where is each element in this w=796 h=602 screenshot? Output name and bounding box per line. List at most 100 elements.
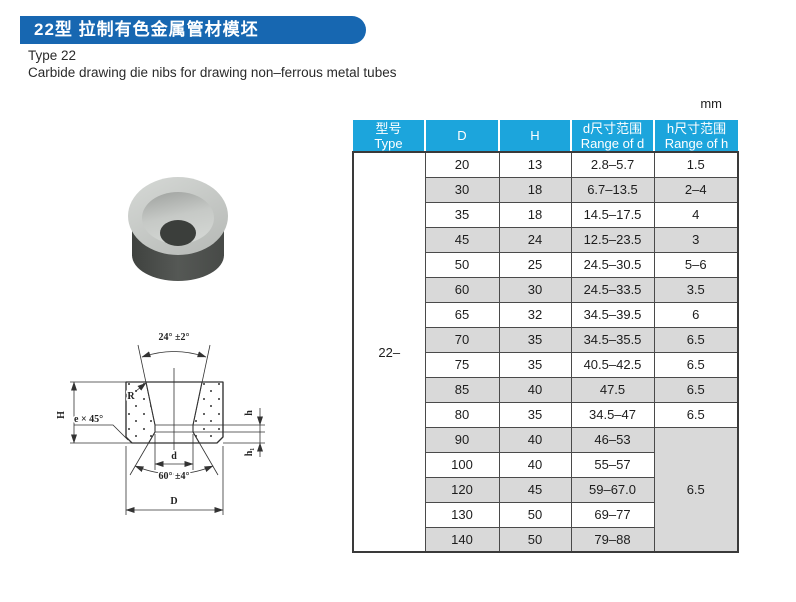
inner-diameter-label: d	[171, 451, 177, 462]
table-row: 22– 20 13 2.8–5.7 1.5	[352, 151, 739, 553]
cell-d-range: 46–53	[570, 426, 655, 453]
die-outline	[125, 381, 224, 444]
cell-d-range: 6.7–13.5	[570, 176, 655, 203]
merged-h-range-cell: 6.5	[653, 426, 739, 553]
cell-d-range: 34.5–35.5	[570, 326, 655, 353]
cell-h-range: 2–4	[653, 176, 739, 203]
cell-D: 45	[424, 226, 500, 253]
table-row: 30 18 6.7–13.5 2–4	[353, 176, 739, 203]
col-header-d-range-en: Range of d	[580, 135, 645, 151]
spec-table: 型号 Type D H d尺寸范围 Range of d h尺寸范围 Range…	[352, 120, 739, 553]
cell-D: 90	[424, 426, 500, 453]
cell-d-range: 34.5–39.5	[570, 301, 655, 328]
col-header-outer-diameter: D	[424, 120, 499, 153]
cell-h-range: 4	[653, 201, 739, 228]
cell-h-range: 5–6	[653, 251, 739, 278]
table-row: 35 18 14.5–17.5 4	[353, 201, 739, 228]
cell-D: 100	[424, 451, 500, 478]
bottom-angle-label: 60° ±4°	[159, 471, 190, 482]
radius-label: R	[127, 391, 135, 402]
nib-entry-cone	[142, 192, 214, 244]
cell-H: 18	[498, 201, 572, 228]
table-row: 60 30 24.5–33.5 3.5	[353, 276, 739, 303]
cell-H: 30	[498, 276, 572, 303]
cell-D: 50	[424, 251, 500, 278]
die-nib-photo	[128, 177, 228, 281]
cell-D: 65	[424, 301, 500, 328]
col-header-type-zh: 型号	[375, 120, 402, 136]
col-header-h-range-en: Range of h	[664, 135, 729, 151]
cell-D: 70	[424, 326, 500, 353]
cell-d-range: 79–88	[570, 526, 655, 553]
cell-H: 25	[498, 251, 572, 278]
cell-d-range: 55–57	[570, 451, 655, 478]
cell-D: 140	[424, 526, 500, 553]
page-banner-title: 22型 拉制有色金属管材模坯	[20, 16, 366, 44]
col-header-type-en: Type	[374, 135, 403, 151]
page-subtitle: Type 22 Carbide drawing die nibs for dra…	[28, 48, 396, 81]
nib-bore-hole	[160, 220, 196, 246]
height-label: H	[56, 411, 67, 419]
table-row: 70 35 34.5–35.5 6.5	[353, 326, 739, 353]
cell-h-range: 6.5	[653, 351, 739, 378]
cell-H: 35	[498, 351, 572, 378]
cell-H: 32	[498, 301, 572, 328]
table-row: 140 50 79–88	[353, 526, 738, 553]
table-row: 80 35 34.5–47 6.5	[353, 401, 739, 428]
cell-h-range: 3	[653, 226, 739, 253]
cell-d-range: 2.8–5.7	[570, 151, 655, 178]
outer-diameter-label: D	[170, 496, 177, 507]
col-header-d-range: d尺寸范围 Range of d	[570, 120, 654, 153]
table-row: 75 35 40.5–42.5 6.5	[353, 351, 739, 378]
type-value-cell: 22–	[352, 151, 426, 553]
cell-H: 35	[498, 326, 572, 353]
exit-height-label: h₁	[244, 448, 255, 457]
table-row: 50 25 24.5–30.5 5–6	[353, 251, 739, 278]
cell-H: 40	[498, 376, 572, 403]
cell-d-range: 59–67.0	[570, 476, 655, 503]
cell-H: 40	[498, 426, 572, 453]
cell-H: 50	[498, 501, 572, 528]
cell-h-range: 6.5	[653, 401, 739, 428]
type-label: Type 22	[28, 48, 77, 63]
unit-label: mm	[700, 96, 722, 111]
cell-D: 35	[424, 201, 500, 228]
cell-D: 20	[424, 151, 500, 178]
cell-D: 85	[424, 376, 500, 403]
cell-d-range: 47.5	[570, 376, 655, 403]
cell-D: 60	[424, 276, 500, 303]
col-header-h-range: h尺寸范围 Range of h	[653, 120, 738, 153]
top-angle-label: 24° ±2°	[159, 332, 190, 343]
cell-d-range: 14.5–17.5	[570, 201, 655, 228]
cell-h-range: 3.5	[653, 276, 739, 303]
cell-H: 40	[498, 451, 572, 478]
cell-d-range: 40.5–42.5	[570, 351, 655, 378]
cell-d-range: 24.5–33.5	[570, 276, 655, 303]
cell-D: 120	[424, 476, 500, 503]
col-header-type: 型号 Type	[353, 120, 425, 153]
cell-H: 35	[498, 401, 572, 428]
cell-h-range: 6.5	[653, 376, 739, 403]
description-label: Carbide drawing die nibs for drawing non…	[28, 64, 397, 80]
table-row: 45 24 12.5–23.5 3	[353, 226, 739, 253]
cell-d-range: 69–77	[570, 501, 655, 528]
cell-d-range: 34.5–47	[570, 401, 655, 428]
cell-H: 18	[498, 176, 572, 203]
col-header-d-range-zh: d尺寸范围	[582, 120, 643, 136]
cell-H: 50	[498, 526, 572, 553]
cell-d-range: 12.5–23.5	[570, 226, 655, 253]
cell-H: 13	[498, 151, 572, 178]
table-row: 90 40 46–53 6.5	[353, 426, 739, 553]
table-row: 100 40 55–57	[353, 451, 738, 478]
cell-d-range: 24.5–30.5	[570, 251, 655, 278]
cell-D: 30	[424, 176, 500, 203]
chamfer-label: e × 45°	[74, 414, 103, 425]
col-header-height: H	[498, 120, 571, 153]
cell-D: 80	[424, 401, 500, 428]
cell-H: 45	[498, 476, 572, 503]
col-header-h-range-zh: h尺寸范围	[666, 120, 727, 136]
cell-h-range: 6.5	[653, 326, 739, 353]
cell-H: 24	[498, 226, 572, 253]
table-row: 120 45 59–67.0	[353, 476, 738, 503]
table-row: 130 50 69–77	[353, 501, 738, 528]
